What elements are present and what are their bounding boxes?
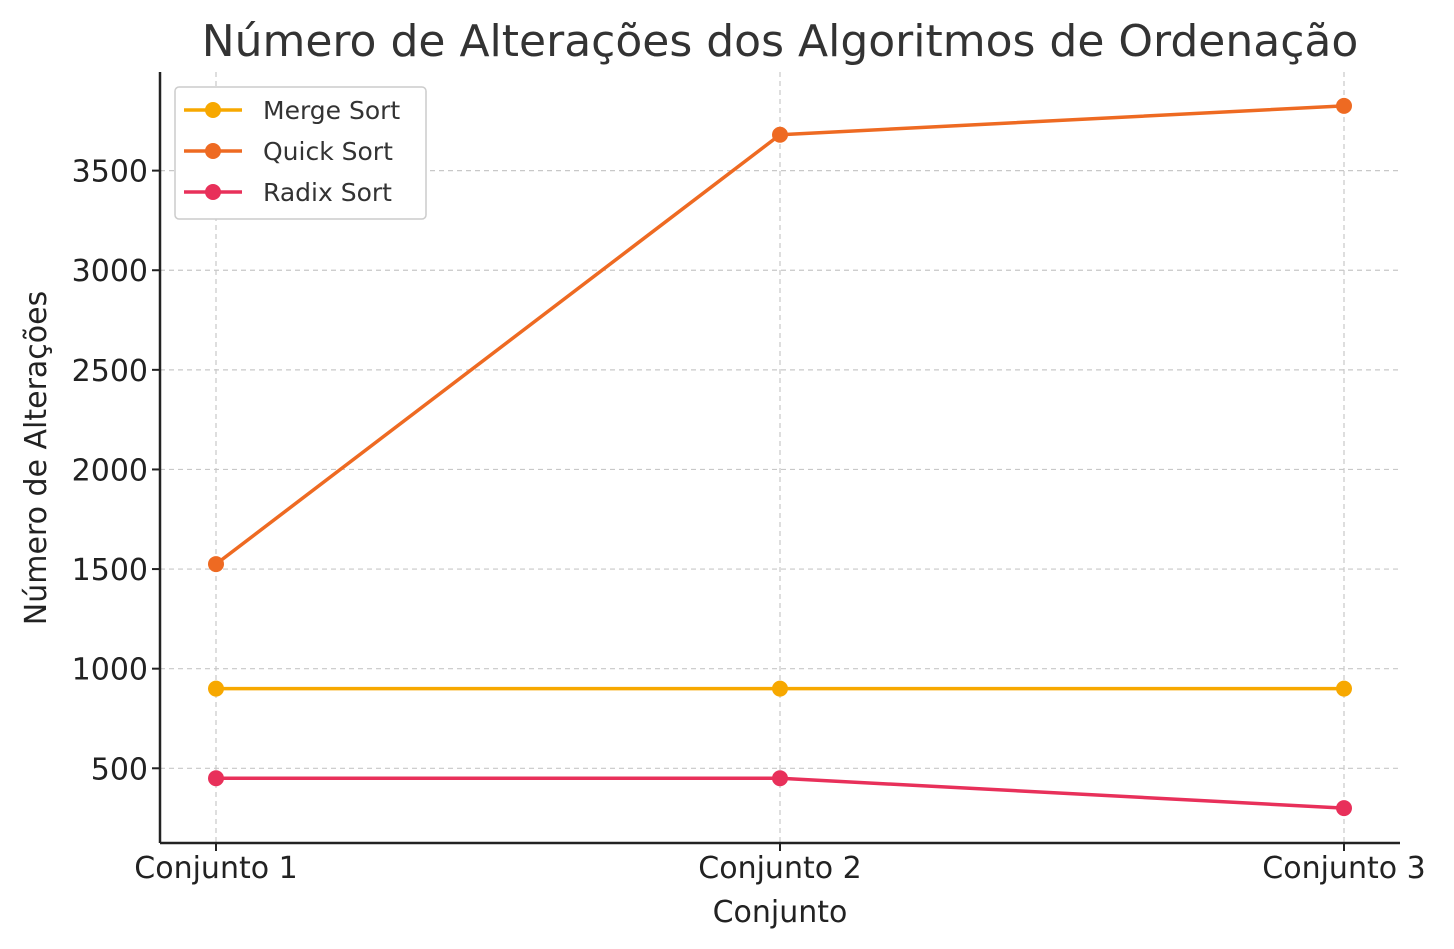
legend-frame — [174, 86, 427, 220]
data-point-quick-sort — [208, 556, 224, 573]
data-point-quick-sort — [1336, 97, 1352, 114]
y-tick-label: 3500 — [72, 155, 148, 190]
legend-swatch-marker-quick-sort — [205, 143, 221, 159]
x-tick-label: Conjunto 2 — [698, 851, 861, 886]
y-tick-label: 1500 — [72, 553, 148, 588]
data-point-merge-sort — [1336, 680, 1352, 697]
y-tick-label: 500 — [91, 752, 148, 787]
y-axis-label: Número de Alterações — [19, 291, 54, 625]
data-point-radix-sort — [772, 770, 788, 787]
y-tick-label: 2000 — [72, 453, 148, 488]
series-layer — [208, 97, 1352, 817]
legend-swatch-marker-merge-sort — [205, 102, 221, 118]
tick-layer: 500 1000 1500 2000 2500 3000 3500 Conjunto 1 Con… — [72, 155, 1426, 886]
data-point-quick-sort — [772, 126, 788, 143]
x-tick-label: Conjunto 3 — [1262, 851, 1425, 886]
data-point-radix-sort — [1336, 800, 1352, 817]
y-tick-label: 3000 — [72, 254, 148, 289]
data-point-merge-sort — [772, 680, 788, 697]
chart-title: Número de Alterações dos Algoritmos de O… — [202, 16, 1359, 67]
legend: Merge Sort Quick Sort Radix Sort — [174, 86, 427, 220]
data-point-radix-sort — [208, 770, 224, 787]
y-tick-label: 1000 — [72, 653, 148, 688]
x-tick-label: Conjunto 1 — [134, 851, 297, 886]
legend-label-radix-sort: Radix Sort — [263, 178, 392, 207]
data-point-merge-sort — [208, 680, 224, 697]
legend-swatch-marker-radix-sort — [205, 184, 221, 200]
legend-label-merge-sort: Merge Sort — [263, 96, 400, 125]
y-tick-label: 2500 — [72, 354, 148, 389]
x-axis-label: Conjunto — [713, 895, 848, 930]
legend-label-quick-sort: Quick Sort — [263, 137, 393, 166]
